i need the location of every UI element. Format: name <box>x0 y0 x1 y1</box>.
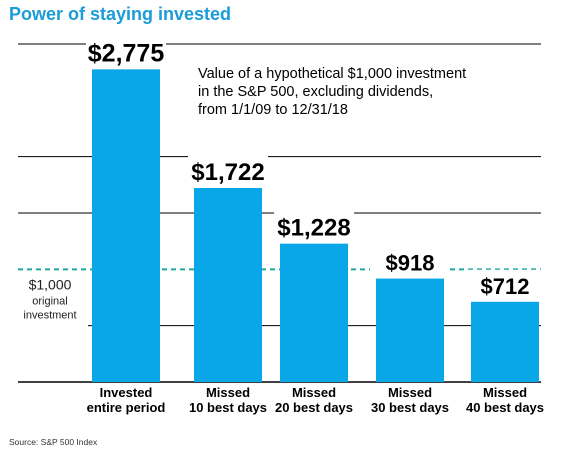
bar-5 <box>471 301 539 382</box>
bar-1 <box>92 69 160 382</box>
reference-line-label: $1,000 <box>29 276 72 292</box>
value-label: $712 <box>481 274 530 299</box>
value-labels: $2,775 $1,722 $1,228 $918 $712 <box>86 37 545 299</box>
bar-2 <box>194 187 262 382</box>
category-label: 20 best days <box>275 400 353 415</box>
chart-note-background <box>194 62 472 118</box>
reference-line-label: investment <box>23 309 76 321</box>
value-label: $2,775 <box>88 39 165 67</box>
category-label: Missed <box>206 385 250 400</box>
value-label-background <box>370 246 450 275</box>
reference-line-group: $1,000 original investment <box>10 268 541 332</box>
value-label-background <box>465 269 545 298</box>
value-label: $918 <box>386 251 435 276</box>
category-label: Missed <box>483 385 527 400</box>
category-label: 40 best days <box>466 400 544 415</box>
reference-label-background <box>10 273 88 332</box>
chart-note: Value of a hypothetical $1,000 investmen… <box>194 62 472 118</box>
reference-line-label: original <box>32 295 67 307</box>
chart-note-line: from 1/1/09 to 12/31/18 <box>198 102 348 118</box>
value-label-background <box>86 37 166 66</box>
bar-4 <box>376 278 444 382</box>
value-label-background <box>274 211 354 240</box>
category-label: 30 best days <box>371 400 449 415</box>
category-label: Missed <box>388 385 432 400</box>
value-label: $1,228 <box>277 215 350 242</box>
category-label: 10 best days <box>189 400 267 415</box>
chart-title: Power of staying invested <box>9 4 232 24</box>
category-label: Invested <box>100 385 153 400</box>
value-label-background <box>188 155 268 184</box>
value-label: $1,722 <box>191 159 264 186</box>
chart-note-line: Value of a hypothetical $1,000 investmen… <box>198 66 466 82</box>
bar-3 <box>280 243 348 382</box>
category-label: Missed <box>292 385 336 400</box>
chart-note-line: in the S&P 500, excluding dividends, <box>198 84 433 100</box>
bars <box>92 69 539 382</box>
category-label: entire period <box>87 400 166 415</box>
source-note: Source: S&P 500 Index <box>9 437 98 447</box>
